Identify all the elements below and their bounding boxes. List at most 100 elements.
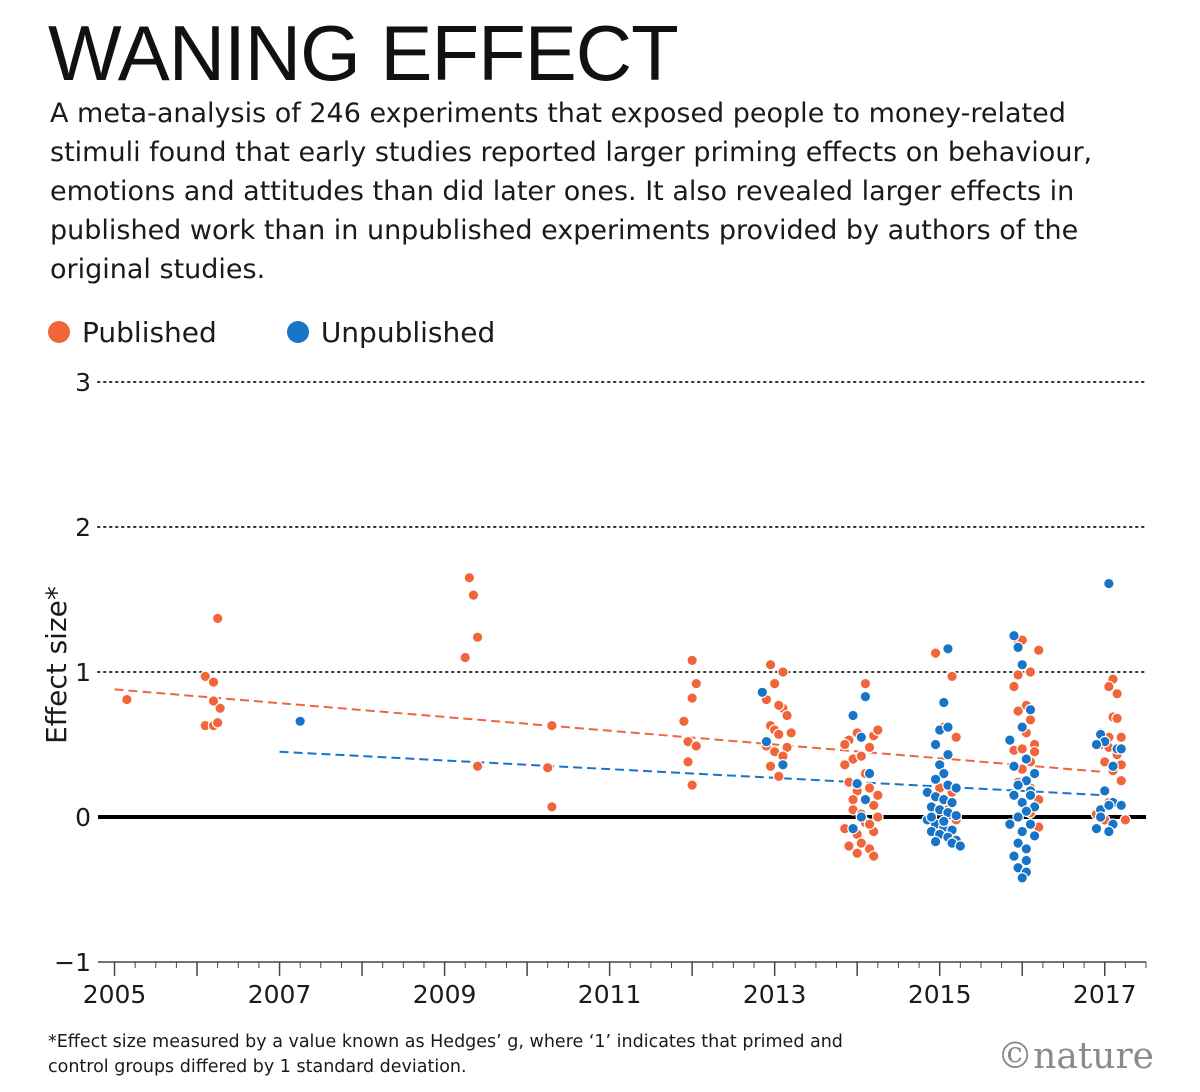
point-unpublished: [942, 721, 954, 733]
point-published: [772, 728, 785, 741]
point-unpublished: [1004, 734, 1016, 746]
point-published: [1115, 774, 1128, 787]
point-unpublished: [938, 767, 950, 780]
point-unpublished: [1098, 785, 1111, 797]
point-published: [207, 695, 220, 707]
point-published: [211, 612, 224, 625]
point-published: [1103, 680, 1115, 693]
y-tick-label: −1: [54, 948, 91, 977]
point-unpublished: [1016, 721, 1029, 733]
point-published: [121, 693, 133, 706]
point-unpublished: [1008, 789, 1020, 802]
point-published: [785, 727, 797, 739]
point-published: [1028, 745, 1041, 758]
x-tick-label: 2011: [578, 980, 642, 1009]
point-unpublished: [1024, 818, 1037, 831]
point-published: [847, 793, 859, 806]
point-unpublished: [1008, 629, 1020, 642]
legend-swatch-unpublished: [286, 321, 309, 343]
point-published: [946, 670, 958, 683]
point-unpublished: [1016, 825, 1029, 838]
point-published: [863, 782, 876, 794]
point-published: [1115, 731, 1128, 744]
point-published: [1111, 712, 1123, 725]
point-unpublished: [1115, 743, 1128, 755]
footnote: *Effect size measured by a value known a…: [48, 1032, 843, 1077]
point-unpublished: [1107, 760, 1119, 773]
point-unpublished: [851, 777, 863, 790]
point-unpublished: [1103, 577, 1115, 590]
y-tick-label: 0: [75, 803, 91, 832]
point-published: [772, 770, 785, 783]
point-published: [851, 847, 863, 860]
point-published: [764, 760, 777, 773]
point-published: [859, 677, 872, 690]
y-tick-label: 3: [75, 368, 91, 397]
point-published: [686, 654, 698, 667]
nature-logo: ©nature: [997, 1036, 1154, 1077]
point-published: [863, 741, 876, 754]
point-unpublished: [777, 758, 789, 771]
point-published: [1024, 714, 1037, 726]
point-unpublished: [756, 686, 769, 699]
point-published: [211, 716, 224, 729]
point-published: [872, 724, 884, 736]
trend-lines: [114, 688, 1105, 797]
point-unpublished: [1016, 658, 1029, 671]
point-unpublished: [855, 731, 868, 744]
point-unpublished: [1103, 799, 1115, 812]
y-axis-label: Effect size*: [40, 586, 73, 744]
point-unpublished: [1090, 822, 1103, 835]
point-published: [1012, 705, 1024, 717]
point-unpublished: [859, 690, 872, 703]
point-published: [682, 756, 694, 768]
point-unpublished: [1020, 843, 1033, 855]
point-unpublished: [1016, 872, 1029, 884]
legend-item-unpublished: Unpublished: [286, 315, 496, 349]
point-published: [1016, 743, 1029, 755]
point-published: [471, 631, 484, 643]
point-published: [929, 647, 942, 659]
point-unpublished: [1020, 854, 1033, 867]
data-points: [121, 571, 1132, 884]
point-unpublished: [1020, 805, 1033, 817]
x-tick-label: 2009: [413, 980, 477, 1009]
point-published: [686, 779, 698, 791]
point-published: [777, 666, 789, 678]
point-unpublished: [294, 715, 306, 728]
point-unpublished: [1008, 850, 1020, 862]
point-published: [872, 811, 884, 823]
point-unpublished: [1090, 738, 1103, 751]
point-unpublished: [1012, 641, 1024, 654]
point-unpublished: [942, 642, 954, 655]
point-unpublished: [925, 811, 938, 823]
point-published: [678, 715, 690, 728]
point-published: [855, 837, 868, 849]
point-published: [471, 760, 484, 773]
point-published: [546, 801, 558, 813]
point-unpublished: [1028, 767, 1041, 780]
point-unpublished: [760, 735, 773, 748]
gridlines: [97, 381, 1147, 819]
point-unpublished: [1012, 837, 1024, 849]
point-published: [207, 676, 220, 688]
point-unpublished: [1103, 825, 1115, 838]
point-published: [772, 699, 785, 712]
point-unpublished: [847, 822, 859, 835]
point-unpublished: [929, 738, 942, 751]
point-published: [950, 731, 963, 744]
point-published: [1012, 669, 1024, 681]
legend-label-unpublished: Unpublished: [320, 315, 496, 349]
point-unpublished: [946, 796, 958, 809]
point-published: [843, 840, 855, 852]
point-unpublished: [1008, 760, 1020, 773]
chart-subtitle: A meta-analysis of 246 experiments that …: [50, 98, 1093, 285]
trend-line-unpublished: [279, 750, 1105, 797]
point-published: [690, 740, 703, 752]
point-unpublished: [859, 793, 872, 806]
point-unpublished: [1024, 789, 1037, 802]
point-published: [872, 789, 884, 802]
point-unpublished: [1094, 811, 1107, 823]
y-tick-label: 1: [75, 658, 91, 687]
